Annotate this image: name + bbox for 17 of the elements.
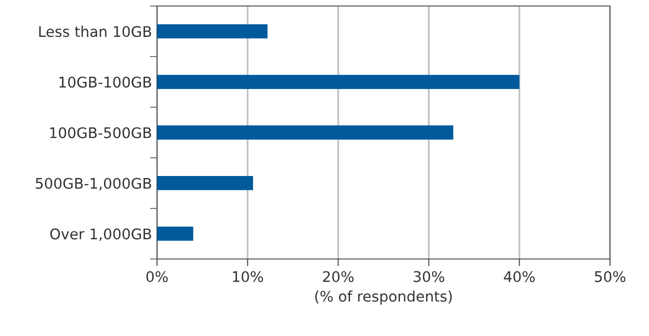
- bar: [157, 24, 268, 38]
- y-tick-label: 500GB-1,000GB: [36, 178, 152, 190]
- x-axis-title: (% of respondents): [315, 290, 452, 305]
- x-tick-label: 50%: [594, 271, 626, 282]
- y-tick-label: Less than 10GB: [39, 26, 152, 38]
- x-tick-label: 30%: [414, 271, 444, 282]
- bar: [157, 176, 254, 190]
- y-tick-label: 10GB-100GB: [59, 76, 152, 88]
- bar: [157, 74, 520, 89]
- bar: [157, 226, 194, 241]
- x-tick-label: 10%: [232, 271, 263, 282]
- y-tick-label: Over 1,000GB: [50, 228, 152, 241]
- x-tick-label: 40%: [504, 271, 535, 282]
- y-tick-label: 100GB-500GB: [50, 127, 152, 138]
- x-tick-label: 20%: [323, 271, 354, 282]
- x-tick-label: 0%: [146, 271, 168, 282]
- bar: [157, 125, 454, 140]
